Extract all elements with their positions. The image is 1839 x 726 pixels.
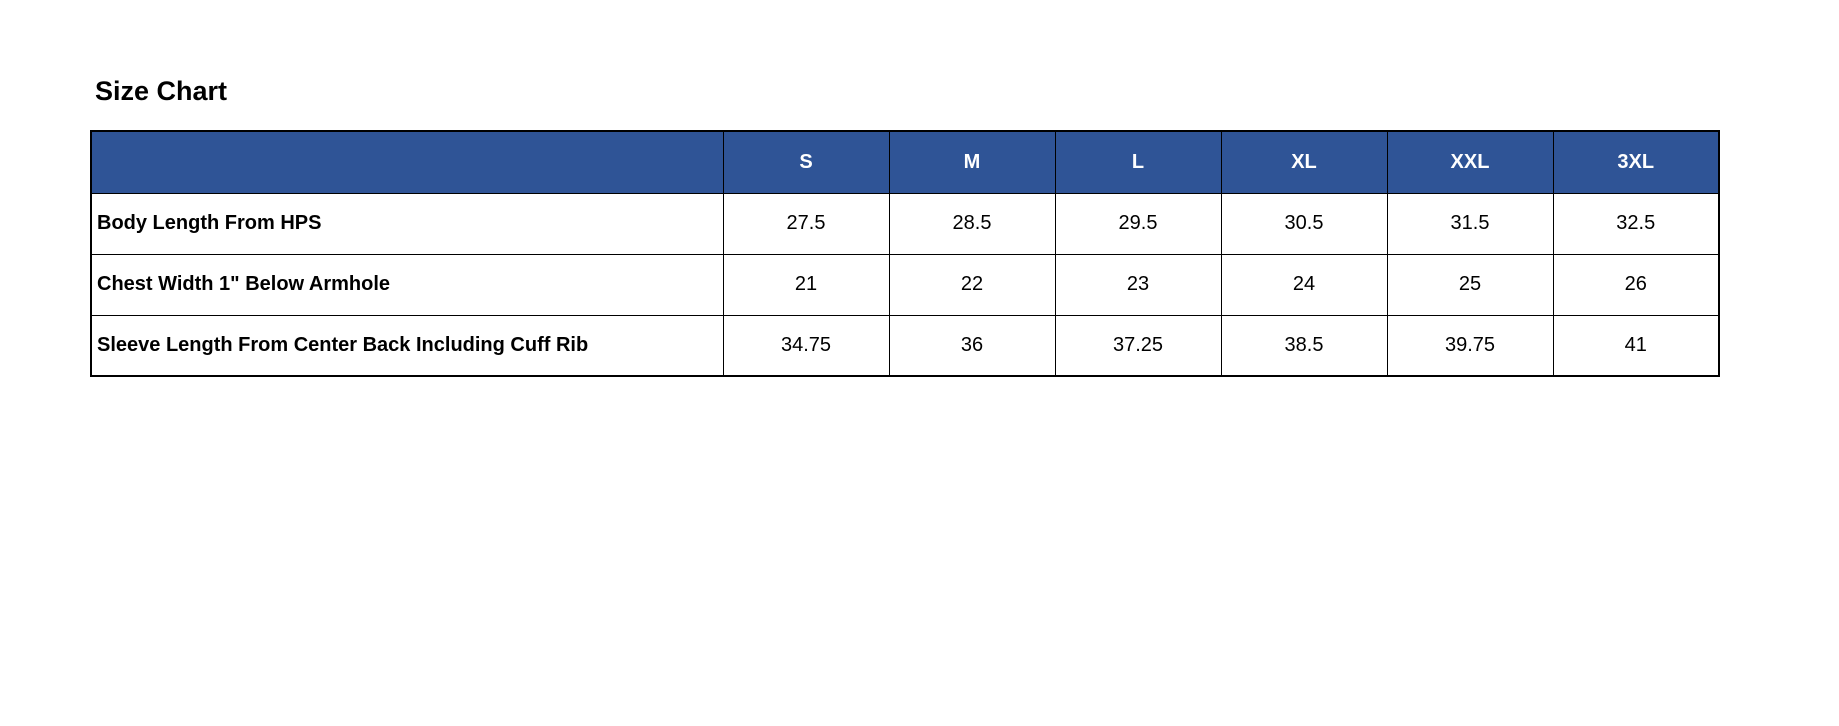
cell-chest-width-xxl: 25	[1386, 253, 1554, 316]
row-label-body-length: Body Length From HPS	[90, 192, 724, 255]
header-cell-3xl: 3XL	[1552, 130, 1720, 194]
header-cell-s: S	[722, 130, 890, 194]
cell-sleeve-length-l: 37.25	[1054, 314, 1222, 377]
page-title: Size Chart	[95, 76, 228, 106]
header-empty-cell	[90, 130, 724, 194]
cell-body-length-m: 28.5	[888, 192, 1056, 255]
row-label-chest-width: Chest Width 1" Below Armhole	[90, 253, 724, 316]
cell-chest-width-xl: 24	[1220, 253, 1388, 316]
cell-body-length-s: 27.5	[722, 192, 890, 255]
cell-sleeve-length-xxl: 39.75	[1386, 314, 1554, 377]
row-label-sleeve-length: Sleeve Length From Center Back Including…	[90, 314, 724, 377]
cell-chest-width-m: 22	[888, 253, 1056, 316]
table-header-row: S M L XL XXL 3XL	[90, 130, 1720, 194]
cell-sleeve-length-m: 36	[888, 314, 1056, 377]
cell-sleeve-length-xl: 38.5	[1220, 314, 1388, 377]
size-chart-table: S M L XL XXL 3XL Body Length From HPS 27…	[90, 130, 1720, 377]
cell-body-length-3xl: 32.5	[1552, 192, 1720, 255]
page: Size Chart S M L XL XXL 3XL Body Len	[90, 76, 1720, 377]
table-row-chest-width: Chest Width 1" Below Armhole 21 22 23 24…	[90, 253, 1720, 316]
header-cell-l: L	[1054, 130, 1222, 194]
cell-body-length-xxl: 31.5	[1386, 192, 1554, 255]
cell-chest-width-l: 23	[1054, 253, 1222, 316]
table-row-body-length: Body Length From HPS 27.5 28.5 29.5 30.5…	[90, 192, 1720, 255]
header-cell-xxl: XXL	[1386, 130, 1554, 194]
cell-body-length-l: 29.5	[1054, 192, 1222, 255]
cell-sleeve-length-s: 34.75	[722, 314, 890, 377]
cell-sleeve-length-3xl: 41	[1552, 314, 1720, 377]
header-cell-m: M	[888, 130, 1056, 194]
table-row-sleeve-length: Sleeve Length From Center Back Including…	[90, 314, 1720, 377]
cell-chest-width-3xl: 26	[1552, 253, 1720, 316]
cell-body-length-xl: 30.5	[1220, 192, 1388, 255]
header-cell-xl: XL	[1220, 130, 1388, 194]
cell-chest-width-s: 21	[722, 253, 890, 316]
